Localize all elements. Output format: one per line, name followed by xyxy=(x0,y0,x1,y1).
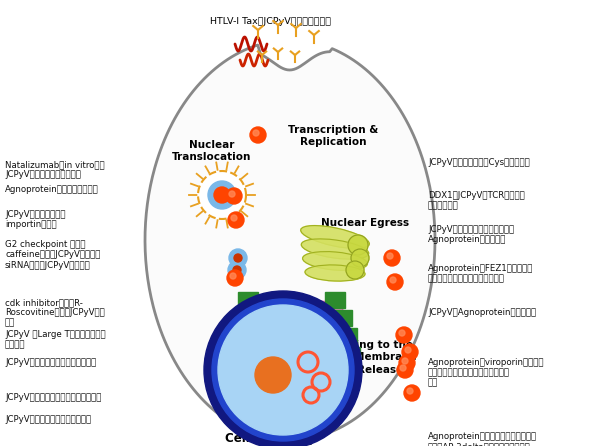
Circle shape xyxy=(208,181,236,209)
Text: siRNAによるJCPyV感染抑制: siRNAによるJCPyV感染抑制 xyxy=(5,261,91,270)
Text: JCPyVの粒子形成にはCys残基が重要: JCPyVの粒子形成にはCys残基が重要 xyxy=(428,158,530,167)
Text: Cellular Entry: Cellular Entry xyxy=(225,432,315,445)
Ellipse shape xyxy=(301,226,369,248)
Text: JCPyVの核から細胞質への移送は
Agnoproteinにより制御: JCPyVの核から細胞質への移送は Agnoproteinにより制御 xyxy=(428,225,514,244)
Bar xyxy=(223,365,243,381)
Ellipse shape xyxy=(301,239,368,259)
Polygon shape xyxy=(198,171,246,219)
Text: Agnoproteinは粒子形成を促進: Agnoproteinは粒子形成を促進 xyxy=(5,185,99,194)
Polygon shape xyxy=(145,45,435,440)
Circle shape xyxy=(397,362,413,378)
Text: Agnoproteinはviroporinとして機
能し、ウイルスの細胞外への放出を
促進: Agnoproteinはviroporinとして機 能し、ウイルスの細胞外への放… xyxy=(428,358,545,388)
Bar xyxy=(228,328,248,344)
Bar xyxy=(224,347,244,363)
Circle shape xyxy=(228,212,244,228)
Text: Natalizumabはin vitroでは
JCPyV感染に影響を与えない: Natalizumabはin vitroでは JCPyV感染に影響を与えない xyxy=(5,160,104,179)
Circle shape xyxy=(402,344,418,360)
Text: HTLV-I TaxがJCPyV転写活性を亢進: HTLV-I TaxがJCPyV転写活性を亢進 xyxy=(209,17,331,26)
Circle shape xyxy=(230,273,236,279)
Circle shape xyxy=(348,235,368,255)
Circle shape xyxy=(346,261,364,279)
Circle shape xyxy=(231,215,237,221)
Circle shape xyxy=(250,127,266,143)
Bar xyxy=(244,412,264,428)
Bar xyxy=(334,383,354,399)
Bar xyxy=(337,328,357,344)
Text: JCPyV のLarge T抗原を認識する
抗体作成: JCPyV のLarge T抗原を認識する 抗体作成 xyxy=(5,330,106,349)
Circle shape xyxy=(229,249,247,267)
Circle shape xyxy=(226,188,242,204)
Circle shape xyxy=(396,327,412,343)
Bar xyxy=(234,399,254,415)
Polygon shape xyxy=(261,322,349,339)
Bar xyxy=(325,292,345,308)
Circle shape xyxy=(351,249,369,267)
Circle shape xyxy=(407,388,413,394)
Polygon shape xyxy=(257,338,353,352)
Text: JCPyV粒子の核移行は
importin依存性: JCPyV粒子の核移行は importin依存性 xyxy=(5,210,65,229)
Circle shape xyxy=(212,299,354,441)
Text: JCPyVの増殖は侵入より複製が重要: JCPyVの増殖は侵入より複製が重要 xyxy=(5,358,96,367)
Circle shape xyxy=(399,355,415,371)
Text: Nuclear
Translocation: Nuclear Translocation xyxy=(172,140,251,161)
Circle shape xyxy=(387,253,393,259)
Text: AgnoproteinはFEZ1の機能を阻
害することによりウイルスを伝播: AgnoproteinはFEZ1の機能を阻 害することによりウイルスを伝播 xyxy=(428,264,533,283)
Circle shape xyxy=(234,254,242,262)
Circle shape xyxy=(390,277,396,283)
Circle shape xyxy=(214,187,230,203)
Ellipse shape xyxy=(305,265,365,281)
Bar xyxy=(238,292,258,308)
Circle shape xyxy=(228,261,246,279)
Circle shape xyxy=(233,266,241,274)
Text: JCPyV受容体を認識する抗体作成: JCPyV受容体を認識する抗体作成 xyxy=(5,415,91,424)
Text: Nuclear Egress: Nuclear Egress xyxy=(321,218,409,228)
Polygon shape xyxy=(267,300,343,320)
Bar xyxy=(232,310,252,326)
Circle shape xyxy=(405,347,411,353)
Circle shape xyxy=(253,130,259,136)
Text: G2 checkpoint 阻害剤
caffeineによるJCPyV感染抑制: G2 checkpoint 阻害剤 caffeineによるJCPyV感染抑制 xyxy=(5,240,100,260)
Text: DDX1はJCPyVのTCRに結合し
て転写を亢進: DDX1はJCPyVのTCRに結合し て転写を亢進 xyxy=(428,191,525,211)
Text: JCPyVのAgnoproteinの機能解析: JCPyVのAgnoproteinの機能解析 xyxy=(428,308,536,317)
Bar xyxy=(339,365,359,381)
Ellipse shape xyxy=(302,252,367,270)
Text: Trafficking to the
Plasma Membrane: Trafficking to the Plasma Membrane xyxy=(308,340,416,362)
Text: cdk inhibitorであるR-
RoscovitineによるJCPyV感染
抑制: cdk inhibitorであるR- RoscovitineによるJCPyV感染… xyxy=(5,298,105,328)
Circle shape xyxy=(255,357,291,393)
Text: Viral Release: Viral Release xyxy=(326,365,404,375)
Bar xyxy=(315,412,335,428)
Circle shape xyxy=(402,358,408,364)
Circle shape xyxy=(400,365,406,371)
Polygon shape xyxy=(265,307,345,326)
Polygon shape xyxy=(263,315,347,333)
Circle shape xyxy=(404,385,420,401)
Text: Agnoproteinは宿主のアダプタータン
パク質AP-3deltaと結合してその機能
を阻害することによりviroporinとし
て機能する。: Agnoproteinは宿主のアダプタータン パク質AP-3deltaと結合して… xyxy=(428,432,537,446)
Circle shape xyxy=(227,270,243,286)
Circle shape xyxy=(218,305,348,435)
Bar xyxy=(340,347,360,363)
Circle shape xyxy=(384,250,400,266)
Circle shape xyxy=(204,291,362,446)
Bar xyxy=(326,399,346,415)
Polygon shape xyxy=(259,330,351,346)
Circle shape xyxy=(387,274,403,290)
Bar xyxy=(227,383,247,399)
Bar xyxy=(332,310,352,326)
Text: Transcription &
Replication: Transcription & Replication xyxy=(288,125,378,147)
Circle shape xyxy=(399,330,405,336)
Text: JCPyV受容体が糖鎖であることを確認: JCPyV受容体が糖鎖であることを確認 xyxy=(5,393,101,402)
Circle shape xyxy=(229,191,235,197)
